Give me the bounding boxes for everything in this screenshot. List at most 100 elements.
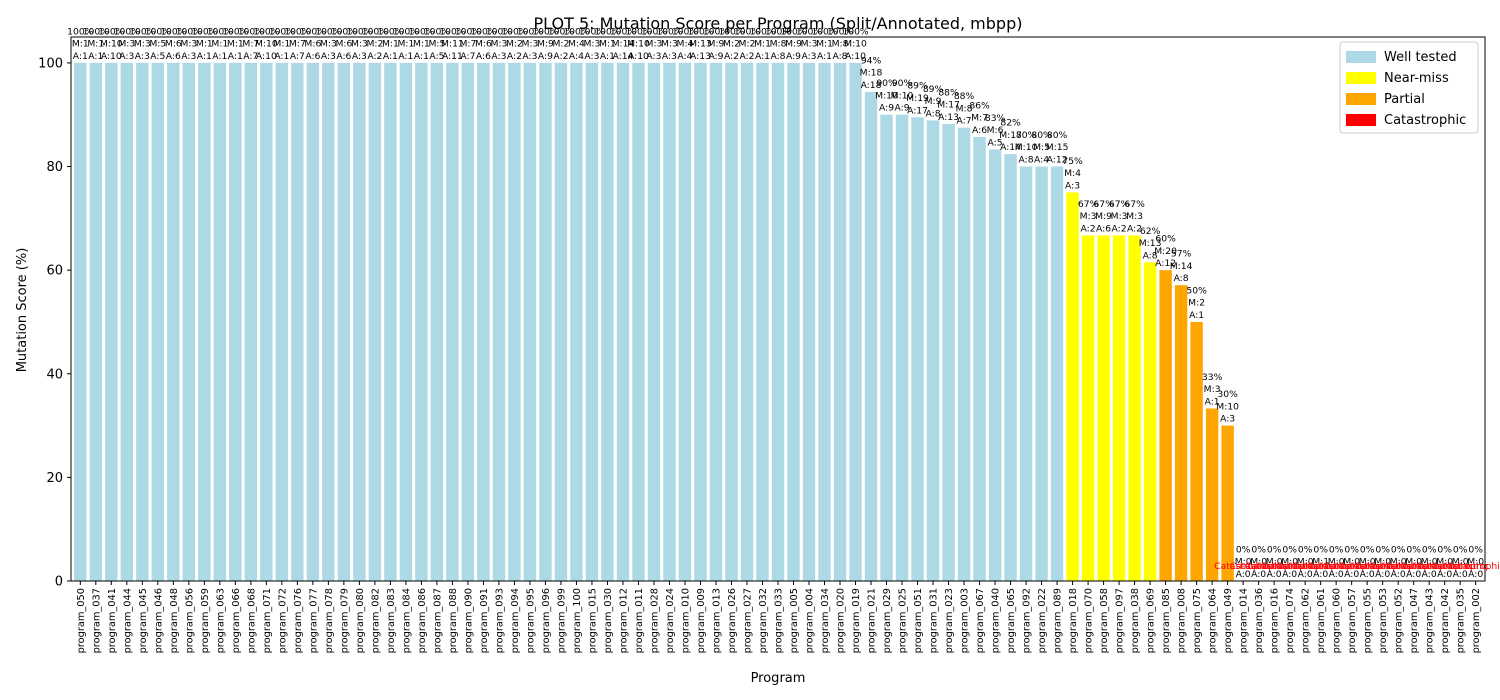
bar-annotation: A:0: [1236, 569, 1251, 580]
bar-annotation: 100%: [315, 26, 342, 37]
bar-annotation: 100%: [238, 26, 265, 37]
bar: [74, 62, 87, 581]
x-tick-label: program_089: [1053, 588, 1064, 653]
x-tick-label: program_079: [339, 588, 350, 653]
bar-annotation: 0%: [1329, 544, 1344, 555]
bar: [1081, 235, 1095, 581]
bar-annotation: A:7: [243, 51, 258, 62]
bar-annotation: A:8: [832, 51, 847, 62]
bar-annotation: M:7: [459, 39, 476, 50]
bar-annotation: A:18: [861, 80, 882, 91]
bar-annotation: M:10: [1216, 401, 1239, 412]
bar-annotation: M:10: [891, 90, 914, 101]
x-tick-label: program_071: [262, 588, 273, 653]
legend-swatch-partial: [1346, 93, 1376, 105]
y-tick-label: 80: [46, 160, 63, 175]
bar-annotation: A:3: [646, 51, 661, 62]
x-tick-label: program_096: [541, 588, 552, 653]
bar: [151, 62, 165, 581]
x-tick-label: program_040: [991, 588, 1002, 653]
bar-annotation: M:2: [366, 39, 383, 50]
bar-annotation: A:12: [1155, 258, 1176, 269]
bar-annotation: M:3: [118, 39, 135, 50]
x-tick-label: program_090: [463, 588, 474, 653]
bar: [616, 62, 630, 581]
bar-annotation: M:9: [537, 39, 554, 50]
bar-annotation: M:9: [925, 96, 942, 107]
bar-annotation: M:0: [1235, 557, 1252, 568]
x-tick-label: program_021: [867, 588, 878, 653]
bar-annotation: A:9: [538, 51, 553, 62]
x-tick-label: program_048: [169, 588, 180, 653]
x-tick-label: program_008: [1177, 588, 1188, 653]
bar-annotation: 0%: [1251, 544, 1266, 555]
bar-annotation: 100%: [408, 26, 435, 37]
bar-annotation: A:9: [708, 51, 723, 62]
bar-annotation: A:5: [988, 137, 1003, 148]
bar-annotation: 100%: [687, 26, 714, 37]
bar-annotation: 33%: [1202, 372, 1223, 383]
x-tick-label: program_060: [1332, 588, 1343, 653]
x-tick-label: program_049: [1223, 588, 1234, 653]
bar-annotation: 67%: [1109, 199, 1130, 210]
x-tick-label: program_038: [1130, 588, 1141, 653]
bar-annotation: A:9: [879, 103, 894, 114]
bar-annotation: 0%: [1422, 544, 1437, 555]
bar: [709, 62, 723, 581]
bar: [756, 62, 769, 581]
bar-annotation: M:0: [1405, 557, 1422, 568]
x-tick-label: program_100: [572, 588, 583, 653]
bar-annotation: A:1: [1205, 396, 1220, 407]
bar: [926, 120, 940, 581]
bar: [182, 62, 196, 581]
bar-annotation: A:8: [1174, 273, 1189, 284]
bar-annotation: A:17: [907, 105, 928, 116]
bar-annotation: 100%: [176, 26, 203, 37]
bar: [105, 62, 118, 581]
bar-annotation: 100%: [563, 26, 590, 37]
bar-annotation: M:2: [506, 39, 523, 50]
bar-annotation: M:4: [677, 39, 694, 50]
bar-annotation: M:2: [1188, 298, 1205, 309]
x-tick-label: program_009: [696, 588, 707, 653]
bar: [1066, 192, 1079, 581]
bar-annotation: M:14: [612, 39, 635, 50]
bar: [833, 62, 847, 581]
bar: [1097, 235, 1110, 581]
bar-annotation: 75%: [1062, 156, 1083, 167]
bar-annotation: M:0: [1297, 557, 1314, 568]
bar-annotation: 100%: [703, 26, 730, 37]
bar-annotation: 100%: [780, 26, 807, 37]
bar-annotation: M:3: [320, 39, 337, 50]
bar: [523, 62, 537, 581]
x-tick-label: program_034: [820, 588, 831, 653]
x-tick-label: program_052: [1394, 588, 1405, 653]
bar-annotation: M:10: [1015, 142, 1038, 153]
bar: [988, 149, 1002, 581]
x-tick-label: program_099: [556, 588, 567, 653]
x-tick-label: program_053: [1378, 588, 1389, 653]
bar-annotation: M:1: [273, 39, 290, 50]
bar-annotation: A:6: [305, 51, 320, 62]
bar-annotation: M:1: [599, 39, 616, 50]
bar-annotation: M:2: [739, 39, 756, 50]
bar-annotation: 100%: [842, 26, 869, 37]
bar-annotation: A:1: [274, 51, 289, 62]
bar-annotation: A:1: [414, 51, 429, 62]
bar-annotation: A:0: [1468, 569, 1483, 580]
bar-annotation: A:3: [352, 51, 367, 62]
legend-label-catastrophic: Catastrophic: [1384, 113, 1466, 128]
bar-annotation: 100%: [765, 26, 792, 37]
bar: [461, 62, 475, 581]
x-tick-label: program_086: [417, 588, 428, 653]
legend-label-partial: Partial: [1384, 92, 1425, 107]
bar-annotation: 0%: [1468, 544, 1483, 555]
y-axis-label: Mutation Score (%): [15, 248, 30, 373]
x-tick-label: program_025: [898, 588, 909, 653]
bar-annotation: M:5: [428, 39, 445, 50]
bar-annotation: M:17: [937, 100, 960, 111]
bar-annotation: M:0: [1250, 557, 1267, 568]
bar-annotation: 100%: [718, 26, 745, 37]
bar-annotation: 0%: [1391, 544, 1406, 555]
x-tick-label: program_051: [913, 588, 924, 653]
